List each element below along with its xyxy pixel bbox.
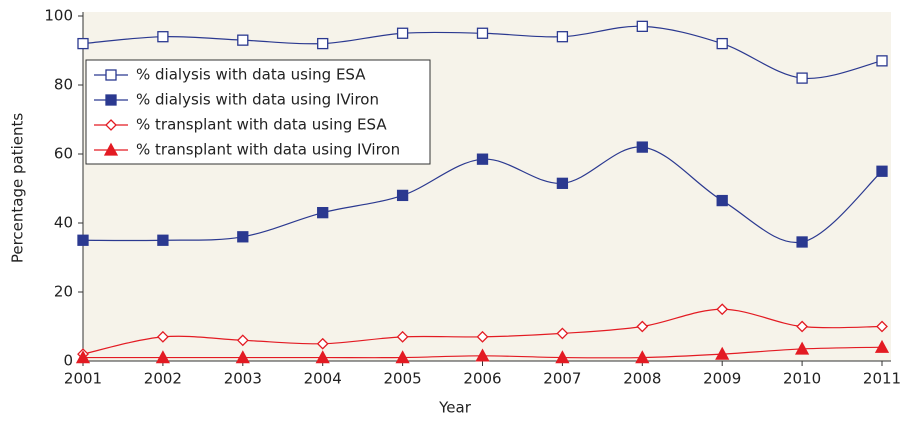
data-point (715, 346, 730, 360)
y-axis-label: Percentage patients (9, 113, 27, 264)
data-point (157, 234, 169, 246)
data-point (796, 236, 808, 248)
data-point (795, 341, 810, 355)
data-point (396, 330, 409, 343)
legend-marker (105, 119, 117, 131)
data-point (636, 20, 648, 33)
data-point (156, 330, 169, 343)
x-tick-label: 2011 (863, 370, 901, 388)
x-tick-label: 2006 (463, 370, 501, 388)
data-point (636, 320, 649, 333)
data-point (75, 350, 91, 364)
data-point (317, 37, 329, 50)
data-point (317, 206, 329, 219)
legend-label: % dialysis with data using ESA (136, 66, 366, 84)
x-axis-label: Year (438, 399, 472, 417)
data-point (876, 165, 888, 177)
data-point (395, 350, 410, 364)
data-point (396, 27, 409, 39)
x-tick-label: 2010 (783, 370, 821, 388)
data-point (556, 31, 569, 43)
legend-box (85, 59, 431, 165)
x-tick-label: 2002 (144, 370, 182, 388)
data-point (555, 350, 570, 364)
legend-marker (105, 94, 117, 106)
legend-marker (103, 142, 119, 156)
data-point (556, 177, 569, 189)
data-point (476, 330, 489, 343)
legend-marker (105, 69, 117, 81)
legend-label: % transplant with data using IViron (136, 141, 400, 159)
data-point (475, 348, 490, 362)
x-tick-label: 2001 (64, 370, 102, 388)
data-point (476, 153, 489, 165)
data-point (716, 37, 728, 50)
x-tick-label: 2009 (703, 370, 741, 388)
y-tick-label: 80 (54, 76, 73, 94)
x-tick-label: 2005 (384, 370, 422, 388)
series-line (82, 146, 883, 244)
data-point (235, 350, 250, 364)
data-point (556, 327, 569, 340)
data-point (476, 27, 489, 39)
y-tick-label: 40 (54, 214, 73, 232)
data-point (874, 339, 890, 353)
legend-label: % dialysis with data using IViron (136, 91, 379, 109)
x-tick-label: 2004 (304, 370, 342, 388)
data-point (77, 234, 89, 246)
data-point (396, 189, 409, 202)
y-tick-label: 20 (54, 283, 73, 301)
data-point (316, 337, 329, 350)
y-tick-label: 60 (54, 145, 73, 163)
data-point (716, 194, 728, 207)
data-point (716, 303, 729, 316)
y-tick-label: 100 (44, 7, 73, 25)
x-tick-label: 2008 (623, 370, 661, 388)
data-point (237, 34, 249, 46)
data-point (876, 55, 888, 67)
data-point (876, 320, 888, 333)
data-point (237, 231, 249, 243)
data-point (155, 350, 170, 364)
x-tick-label: 2003 (224, 370, 262, 388)
legend-label: % transplant with data using ESA (136, 116, 387, 134)
data-point (636, 141, 648, 153)
data-point (635, 350, 650, 364)
data-point (77, 37, 89, 50)
data-point (796, 72, 808, 84)
data-point (796, 320, 809, 333)
y-tick-label: 0 (63, 352, 73, 370)
data-point (236, 334, 249, 347)
data-point (315, 350, 330, 364)
x-tick-label: 2007 (543, 370, 581, 388)
data-point (157, 31, 169, 43)
